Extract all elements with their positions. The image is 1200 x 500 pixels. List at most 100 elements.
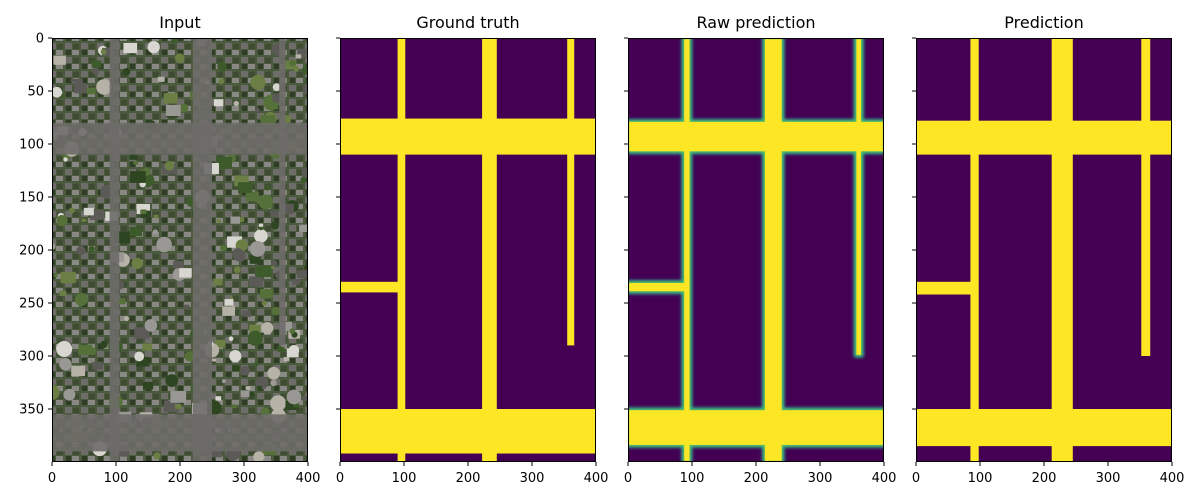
aerial-feature [283, 357, 290, 362]
aerial-feature [221, 379, 226, 384]
aerial-feature [249, 255, 261, 264]
y-tick-label: 150 [19, 191, 44, 206]
x-tick-label: 400 [872, 471, 897, 486]
aerial-feature [299, 224, 308, 232]
mask-background [628, 38, 884, 462]
road-segment [340, 409, 596, 454]
x-tick-label: 400 [296, 471, 321, 486]
aerial-feature [293, 65, 300, 72]
aerial-feature [234, 175, 249, 187]
aerial-feature [90, 209, 104, 220]
aerial-feature [92, 361, 103, 370]
x-tick-label: 400 [584, 471, 609, 486]
aerial-feature [259, 288, 273, 299]
aerial-feature [295, 54, 302, 59]
aerial-feature [131, 257, 143, 270]
aerial-road [52, 414, 308, 452]
aerial-feature [122, 68, 131, 76]
aerial-feature [264, 185, 270, 191]
aerial-feature [270, 103, 279, 110]
panel-title: Prediction [1004, 13, 1083, 32]
mask-background [916, 38, 1172, 462]
x-tick-label: 300 [808, 471, 833, 486]
road-segment [684, 39, 690, 461]
panel-title: Input [159, 13, 200, 32]
aerial-feature [92, 67, 100, 75]
aerial-feature [179, 103, 189, 113]
aerial-feature [147, 40, 160, 54]
panel-image [628, 38, 884, 462]
aerial-feature [249, 324, 261, 334]
road-segment [916, 281, 974, 295]
aerial-feature [270, 221, 279, 230]
aerial-feature [233, 100, 239, 107]
aerial-feature [245, 386, 251, 390]
aerial-feature [129, 153, 138, 160]
road-segment [1051, 38, 1073, 462]
y-tick-label: 200 [19, 244, 44, 259]
aerial-feature [173, 260, 184, 269]
aerial-feature [216, 157, 232, 169]
aerial-feature [102, 47, 113, 57]
aerial-feature [117, 298, 126, 305]
aerial-feature [231, 404, 237, 409]
aerial-feature [83, 207, 94, 216]
y-tick-label: 100 [19, 138, 44, 153]
aerial-feature [133, 160, 139, 165]
y-tick-label: 50 [27, 85, 44, 100]
aerial-feature [267, 366, 281, 380]
aerial-feature [279, 321, 293, 331]
aerial-road [192, 38, 212, 462]
aerial-feature [184, 304, 190, 309]
aerial-road [109, 38, 120, 462]
aerial-feature [214, 339, 226, 348]
aerial-feature [53, 55, 66, 65]
aerial-feature [301, 168, 308, 179]
aerial-feature [56, 340, 73, 357]
aerial-feature [254, 229, 268, 243]
aerial-feature [213, 278, 223, 286]
aerial-feature [73, 78, 83, 86]
aerial-feature [136, 356, 150, 367]
aerial-feature [247, 330, 263, 346]
road-segment [764, 39, 782, 461]
aerial-feature [240, 365, 250, 376]
aerial-feature [100, 48, 107, 55]
road-segment [1141, 38, 1151, 356]
aerial-feature [211, 358, 217, 362]
aerial-feature [216, 219, 221, 223]
aerial-feature [261, 321, 274, 335]
aerial-feature [237, 217, 245, 223]
aerial-feature [153, 452, 161, 460]
aerial-feature [114, 231, 131, 244]
aerial-feature [96, 79, 112, 95]
aerial-feature [184, 351, 195, 362]
aerial-feature [302, 85, 308, 95]
road-segment [482, 38, 497, 462]
x-tick-label: 0 [624, 471, 632, 486]
aerial-feature [174, 404, 182, 410]
aerial-feature [277, 347, 285, 352]
y-tick-label: 0 [36, 32, 44, 47]
aerial-feature [256, 266, 272, 278]
y-tick-label: 300 [19, 350, 44, 365]
aerial-feature [218, 78, 225, 85]
x-tick-label: 300 [1096, 471, 1121, 486]
x-tick-label: 200 [1032, 471, 1057, 486]
aerial-feature [237, 182, 253, 193]
aerial-feature [286, 348, 299, 358]
aerial-feature [174, 53, 185, 63]
road-segment [340, 118, 596, 155]
aerial-feature [142, 343, 153, 351]
x-tick-label: 200 [456, 471, 481, 486]
mask-background [340, 38, 596, 462]
aerial-feature [141, 210, 152, 219]
aerial-feature [277, 345, 282, 350]
panel-image [916, 38, 1172, 462]
aerial-feature [153, 214, 159, 219]
aerial-feature [253, 451, 265, 462]
aerial-feature [222, 306, 236, 316]
aerial-feature [286, 389, 302, 405]
aerial-feature [165, 374, 179, 388]
aerial-feature [63, 388, 76, 401]
